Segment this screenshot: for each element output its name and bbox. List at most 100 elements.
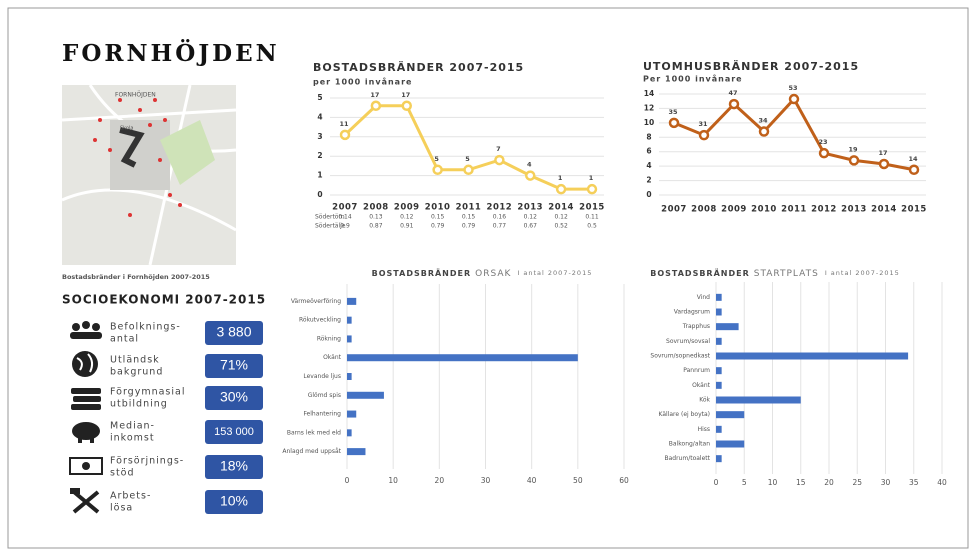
table-cell: 0.67 xyxy=(524,223,538,230)
chart-subtitle: per 1000 invånare xyxy=(313,77,412,87)
x-tick-label: 30 xyxy=(481,476,491,485)
point xyxy=(818,147,830,159)
count-label: 17 xyxy=(878,149,887,157)
point xyxy=(698,129,710,141)
point xyxy=(668,117,680,129)
x-tick-label: 2009 xyxy=(721,205,747,215)
point xyxy=(555,183,567,195)
x-tick-label: 2008 xyxy=(691,205,717,215)
socio-label: Utländsk xyxy=(110,355,160,366)
x-tick-label: 2009 xyxy=(394,203,420,213)
title-suffix: ORSAK xyxy=(475,269,511,279)
category-label: Vind xyxy=(697,294,710,301)
count-label: 1 xyxy=(589,174,594,182)
y-tick-label: 12 xyxy=(644,103,654,112)
icon-tools xyxy=(70,488,100,514)
category-label: Värmeöverföring xyxy=(291,298,341,305)
count-label: 1 xyxy=(558,174,563,182)
bar xyxy=(347,316,352,324)
socio-label: Median- xyxy=(110,421,155,432)
map-caption: Bostadsbränder i Fornhöjden 2007-2015 xyxy=(62,273,210,281)
y-tick-label: 2 xyxy=(317,151,322,160)
x-tick-label: 2012 xyxy=(487,203,513,213)
title-subtitle: I antal 2007-2015 xyxy=(517,269,592,277)
category-label: Kök xyxy=(699,397,710,404)
x-tick-label: 2010 xyxy=(751,205,777,215)
count-label: 53 xyxy=(788,84,797,92)
x-tick-label: 2013 xyxy=(517,203,543,213)
point xyxy=(728,98,740,110)
value-box xyxy=(205,455,263,479)
count-label: 5 xyxy=(465,155,470,163)
point xyxy=(848,155,860,166)
x-tick-label: 10 xyxy=(388,476,398,485)
bar xyxy=(347,373,352,380)
socio-label: antal xyxy=(110,334,139,345)
x-tick-label: 60 xyxy=(619,476,629,485)
category-label: Pannrum xyxy=(683,367,710,374)
table-cell: 0.14 xyxy=(338,214,352,221)
table-cell: 0.9 xyxy=(340,223,350,230)
bar xyxy=(716,440,745,448)
bar xyxy=(716,352,909,360)
bar xyxy=(716,455,722,463)
category-label: Källare (ej boyta) xyxy=(659,411,710,418)
x-tick-label: 2011 xyxy=(781,205,807,215)
x-tick-label: 2014 xyxy=(871,205,897,215)
bar xyxy=(716,337,722,345)
x-tick-label: 0 xyxy=(714,478,719,487)
bar xyxy=(347,391,384,399)
title-main: BOSTADSBRÄNDER xyxy=(372,268,472,278)
x-tick-label: 20 xyxy=(824,478,834,487)
chart-title: BOSTADSBRÄNDER ORSAK I antal 2007-2015 xyxy=(372,268,593,279)
table-cell: 0.12 xyxy=(554,214,568,221)
x-tick-label: 15 xyxy=(796,478,806,487)
x-tick-label: 0 xyxy=(345,476,350,485)
x-tick-label: 2015 xyxy=(579,203,605,213)
value-box xyxy=(205,321,263,345)
category-label: Barns lek med eld xyxy=(287,429,341,436)
category-label: Anlagd med uppsåt xyxy=(282,448,341,455)
page-title: FORNHÖJDEN xyxy=(62,39,280,67)
x-tick-label: 20 xyxy=(435,476,445,485)
count-label: 19 xyxy=(848,145,858,153)
category-label: Sovrum/sovsal xyxy=(666,338,710,345)
category-label: Okänt xyxy=(692,382,711,389)
icons xyxy=(69,321,103,514)
socio-label: Försörjnings- xyxy=(110,456,184,467)
x-tick-label: 30 xyxy=(881,478,891,487)
x-tick-label: 40 xyxy=(527,476,537,485)
count-label: 23 xyxy=(818,138,827,146)
y-tick-label: 8 xyxy=(646,132,651,141)
bar xyxy=(347,354,578,362)
point xyxy=(788,93,800,105)
socio-label: Befolknings- xyxy=(110,322,181,333)
category-label: Okänt xyxy=(323,354,342,361)
socio-value: 153 000 xyxy=(214,426,254,438)
table-cell: 0.12 xyxy=(524,214,538,221)
chart-subtitle: Per 1000 invånare xyxy=(643,74,743,84)
table-cell: 0.87 xyxy=(369,223,383,230)
x-tick-label: 25 xyxy=(852,478,862,487)
bar xyxy=(347,429,352,437)
y-tick-label: 4 xyxy=(646,161,651,170)
count-label: 34 xyxy=(758,117,768,125)
icon-books xyxy=(71,388,101,410)
value-box xyxy=(205,420,263,444)
table-cell: 0.16 xyxy=(493,214,507,221)
x-tick-label: 2015 xyxy=(901,205,927,215)
point xyxy=(370,100,382,112)
table-cell: 0.52 xyxy=(554,223,568,230)
point xyxy=(463,164,474,176)
table-cell: 0.79 xyxy=(431,223,445,230)
table-row-name: Södertälje xyxy=(315,223,346,230)
point xyxy=(586,183,598,195)
x-tick-label: 2012 xyxy=(811,205,837,215)
socio-value: 10% xyxy=(220,493,248,509)
y-tick-label: 1 xyxy=(317,171,322,180)
count-label: 14 xyxy=(908,155,918,163)
count-label: 7 xyxy=(496,145,501,153)
socio-value: 30% xyxy=(220,389,248,405)
x-tick-label: 40 xyxy=(937,478,947,487)
